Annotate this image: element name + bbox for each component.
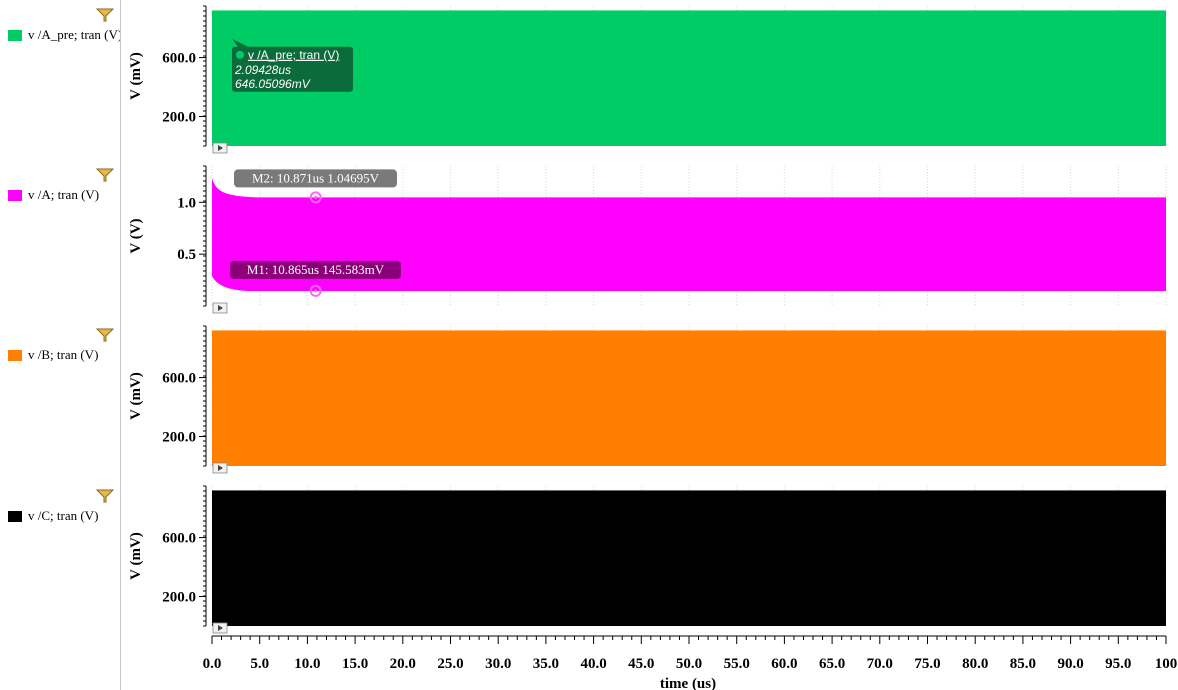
x-tick-label: 85.0 <box>1010 656 1036 672</box>
x-tick-label: 80.0 <box>962 656 988 672</box>
play-icon-glyph <box>218 625 223 631</box>
y-tick-label: 200.0 <box>162 590 196 606</box>
legend-item-b[interactable]: v /B; tran (V) <box>0 346 120 364</box>
y-tick-label: 600.0 <box>162 371 196 387</box>
y-tick-label: 0.5 <box>177 247 196 263</box>
legend-label: v /A_pre; tran (V) <box>28 27 120 42</box>
x-tick-label: 40.0 <box>580 656 606 672</box>
legend-swatch <box>8 189 22 201</box>
marker-label-box <box>234 169 397 188</box>
marker-label: M2: 10.871us 1.04695V <box>252 170 380 185</box>
y-axis-label: V (mV) <box>128 52 144 100</box>
filter-icon[interactable] <box>95 328 115 342</box>
tooltip-pointer <box>231 38 248 47</box>
tooltip-title: v /A_pre; tran (V) <box>248 48 339 62</box>
legend-swatch <box>8 349 22 361</box>
signal-band <box>212 330 1166 466</box>
legend-swatch <box>8 29 22 41</box>
legend-label: v /C; tran (V) <box>28 508 99 523</box>
x-tick-label: 90.0 <box>1057 656 1083 672</box>
y-tick-label: 1.0 <box>177 195 196 211</box>
filter-icon[interactable] <box>95 8 115 22</box>
x-tick-label: 75.0 <box>914 656 940 672</box>
x-tick-label: 65.0 <box>819 656 845 672</box>
legend-item-a[interactable]: v /A; tran (V) <box>0 186 120 204</box>
x-tick-label: 15.0 <box>342 656 368 672</box>
legend-label: v /A; tran (V) <box>28 187 100 202</box>
x-tick-label: 5.0 <box>250 656 269 672</box>
x-axis-label: time (us) <box>660 676 716 690</box>
x-tick-label: 20.0 <box>390 656 416 672</box>
y-tick-label: 200.0 <box>162 430 196 446</box>
legend-item-a-pre[interactable]: v /A_pre; tran (V) <box>0 26 120 44</box>
marker-point <box>309 191 322 204</box>
x-tick-label: 35.0 <box>533 656 559 672</box>
strip-4: 200.0 600.0 V (mV) <box>128 485 1167 634</box>
tooltip-time: 2.09428us <box>234 63 291 77</box>
x-tick-label: 70.0 <box>867 656 893 672</box>
x-tick-label: 50.0 <box>676 656 702 672</box>
x-tick-label: 30.0 <box>485 656 511 672</box>
marker-m2[interactable]: M2: 10.871us 1.04695V <box>234 169 397 204</box>
marker-center <box>314 289 318 293</box>
x-tick-label: 100 <box>1155 656 1178 672</box>
x-axis: 0.0 5.0 10.0 15.0 20.0 25.0 30.0 35.0 40.0 45.0 50… <box>203 635 1178 690</box>
signal-band <box>212 178 1166 292</box>
strip-2: 0.5 1.0 V (V) M2: 10.871us 1.04695V M1: 10.8… <box>128 165 1167 314</box>
x-tick-label: 45.0 <box>628 656 654 672</box>
x-tick-label: 95.0 <box>1105 656 1131 672</box>
strip-1: 200.0 600.0 V (mV) v /A_pre; tran (V)2.0942… <box>128 5 1167 154</box>
tooltip-value: 646.05096mV <box>235 77 311 91</box>
marker-m1[interactable]: M1: 10.865us 145.583mV <box>230 260 401 297</box>
play-icon-glyph <box>218 145 223 151</box>
x-tick-label: 55.0 <box>724 656 750 672</box>
legend-swatch <box>8 510 22 522</box>
filter-icon[interactable] <box>95 168 115 182</box>
legend-item-c[interactable]: v /C; tran (V) <box>0 507 120 525</box>
y-axis-label: V (mV) <box>128 532 144 580</box>
marker-center <box>314 195 318 199</box>
y-axis-label: V (V) <box>128 218 144 253</box>
play-icon-glyph <box>218 465 223 471</box>
legend-panel: v /A_pre; tran (V) v /A; tran (V) v /B; … <box>0 0 121 690</box>
legend-label: v /B; tran (V) <box>28 347 99 362</box>
y-axis-label: V (mV) <box>128 372 144 420</box>
y-tick-label: 600.0 <box>162 531 196 547</box>
x-tick-label: 25.0 <box>437 656 463 672</box>
marker-point <box>309 284 322 297</box>
filter-icon[interactable] <box>95 489 115 503</box>
y-tick-label: 600.0 <box>162 51 196 67</box>
tooltip-box <box>231 46 353 92</box>
signal-band <box>212 490 1166 626</box>
x-tick-label: 0.0 <box>203 656 222 672</box>
signal-band <box>212 10 1166 147</box>
tooltip-dot <box>235 50 244 59</box>
marker-label: M1: 10.865us 145.583mV <box>247 262 385 277</box>
strip-3: 200.0 600.0 V (mV) <box>128 325 1167 474</box>
y-tick-label: 200.0 <box>162 110 196 126</box>
x-tick-label: 60.0 <box>771 656 797 672</box>
x-tick-label: 10.0 <box>294 656 320 672</box>
marker-label-box <box>230 260 401 279</box>
play-icon-glyph <box>218 305 223 311</box>
